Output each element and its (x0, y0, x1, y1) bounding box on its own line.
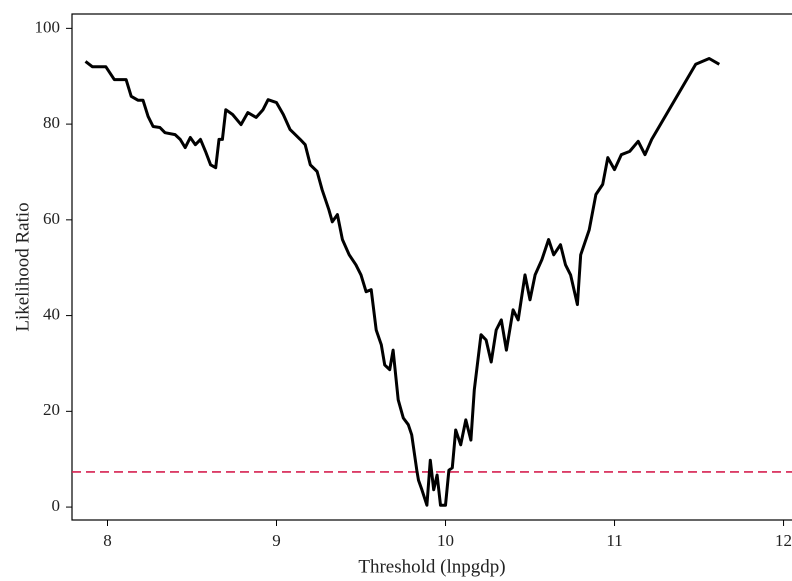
x-tick-label: 11 (606, 531, 622, 550)
y-tick-label: 60 (43, 209, 60, 228)
y-axis-label: Likelihood Ratio (12, 202, 33, 331)
x-tick-label: 8 (103, 531, 112, 550)
y-tick-label: 80 (43, 113, 60, 132)
x-tick-label: 12 (775, 531, 792, 550)
y-tick-label: 40 (43, 304, 60, 323)
y-tick-label: 20 (43, 400, 60, 419)
y-tick-label: 0 (52, 496, 61, 515)
data-line (84, 57, 721, 507)
x-tick-label: 10 (437, 531, 454, 550)
x-tick-label: 9 (272, 531, 281, 550)
x-axis-label: Threshold (lnpgdp) (358, 556, 505, 577)
plot-frame (71, 13, 792, 521)
y-tick-label: 100 (35, 17, 61, 36)
